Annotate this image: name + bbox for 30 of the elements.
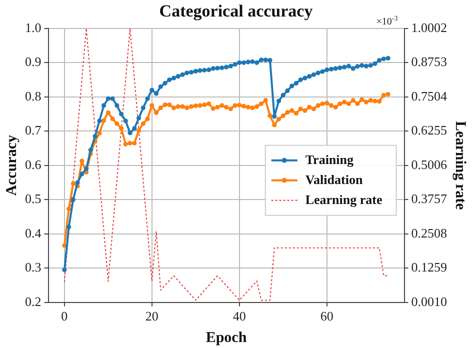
y2-tick-label: 0.7504 — [411, 88, 448, 104]
y-tick-label: 1.0 — [25, 20, 42, 35]
legend-label: Learning rate — [305, 192, 382, 207]
y2-tick-label: 0.0010 — [411, 294, 447, 309]
x-axis-title: Epoch — [206, 330, 248, 346]
y2-tick-label: 0.3757 — [411, 191, 448, 206]
chart-title: Categorical accuracy — [159, 2, 314, 21]
y2-tick-label: 0.8753 — [411, 54, 447, 70]
y2-tick-label: 0.1259 — [411, 260, 447, 275]
y-tick-label: 0.6 — [25, 156, 42, 172]
legend-label: Validation — [305, 172, 364, 187]
y2-tick-label: 0.2508 — [411, 225, 447, 240]
x-tick-label: 20 — [145, 308, 158, 324]
y-tick-label: 0.3 — [25, 260, 42, 275]
y2-tick-label: 0.5006 — [411, 156, 448, 172]
line-series — [64, 28, 389, 301]
y2-tick-label: 1.0002 — [411, 20, 447, 35]
y-axis-title: Accuracy — [4, 134, 20, 196]
y-tick-label: 0.4 — [25, 225, 42, 240]
x-tick-label: 60 — [320, 308, 334, 324]
y-tick-label: 0.8 — [25, 88, 42, 104]
y2-axis-title: Learning rate — [452, 121, 468, 210]
y2-tick-label: 0.6255 — [411, 122, 447, 138]
x-tick-label: 40 — [232, 308, 246, 324]
y-tick-label: 0.7 — [25, 122, 42, 138]
x-tick-label: 0 — [61, 308, 68, 324]
y-tick-label: 0.5 — [25, 191, 42, 206]
y-tick-label: 0.2 — [25, 294, 42, 309]
y-tick-label: 0.9 — [25, 54, 42, 70]
legend-label: Training — [305, 152, 354, 167]
